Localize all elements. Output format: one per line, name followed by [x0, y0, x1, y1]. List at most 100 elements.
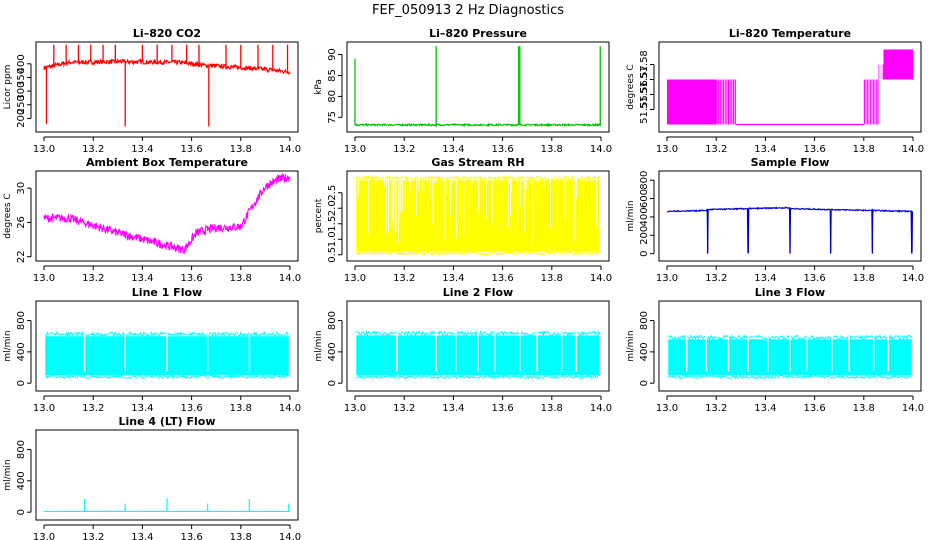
y-tick-label: 51.57	[639, 65, 650, 94]
figure-title: FEF_050913 2 Hz Diagnostics	[372, 3, 564, 18]
y-tick-label: 1.5	[327, 216, 338, 232]
y-tick-label: 800	[639, 311, 650, 330]
y-axis: 0 400 800	[327, 311, 343, 386]
x-tick-label: 14.0	[279, 403, 301, 414]
panel-title: Line 1 Flow	[132, 286, 202, 299]
series-line4	[43, 498, 291, 513]
y-tick-label: 0	[16, 509, 27, 515]
panel-title: Li–820 CO2	[133, 27, 201, 40]
y-tick-label: 600	[639, 189, 650, 208]
y-tick-label: 400	[639, 342, 650, 361]
series-line	[43, 57, 291, 75]
x-tick-label: 13.4	[442, 273, 464, 284]
y-tick-label: 30	[16, 182, 27, 195]
x-tick-label: 13.0	[656, 273, 678, 284]
y-tick-label: 800	[639, 171, 650, 190]
x-tick-label: 13.4	[754, 273, 776, 284]
y-tick-label: 800	[16, 440, 27, 459]
y-tick-label: 51.58	[639, 50, 650, 79]
series-co2	[43, 44, 291, 127]
x-tick-label: 13.2	[393, 403, 415, 414]
band-top	[355, 174, 600, 182]
x-tick-label: 14.0	[902, 273, 924, 284]
x-axis: 13.0 13.2 13.4 13.6 13.8 14.0	[33, 265, 301, 284]
y-axis-label: degrees C	[626, 64, 636, 109]
x-tick-label: 13.8	[541, 144, 563, 155]
x-tick-label: 13.0	[344, 273, 366, 284]
series-line1	[45, 330, 290, 380]
y-tick-label: 80	[327, 90, 338, 103]
y-axis-label: ml/min	[3, 459, 13, 490]
x-tick-label: 13.4	[442, 144, 464, 155]
plot-frame	[658, 41, 922, 133]
y-tick-label: 26	[16, 216, 27, 229]
series-line	[354, 122, 602, 128]
y-tick-label: 51.56	[639, 80, 650, 109]
y-axis: 0 400 800	[16, 311, 32, 386]
x-tick-label: 13.8	[541, 273, 563, 284]
plot-frame	[346, 41, 610, 133]
x-axis: 13.0 13.2 13.4 13.6 13.8 14.0	[656, 395, 924, 414]
x-tick-label: 13.2	[82, 532, 104, 540]
panel-line4: Line 4 (LT) Flow 13.0 13.2 13.4 13.6 13.8 14.0…	[3, 415, 301, 540]
y-tick-label: 1.0	[327, 231, 338, 247]
band-bottom	[355, 374, 600, 380]
y-axis-label: ml/min	[626, 200, 636, 231]
y-axis-label: ml/min	[314, 330, 324, 361]
series-sample_flow	[667, 206, 914, 254]
x-tick-label: 13.0	[656, 144, 678, 155]
y-axis-label: percent	[314, 198, 324, 233]
x-tick-label: 13.8	[853, 403, 875, 414]
x-tick-label: 13.6	[803, 144, 825, 155]
y-tick-label: 51.55	[639, 95, 650, 124]
x-tick-label: 13.8	[230, 144, 252, 155]
x-tick-label: 14.0	[279, 273, 301, 284]
panel-sample_flow: Sample Flow 13.0 13.2 13.4 13.6 13.8 14.0 0 2004…	[626, 156, 924, 284]
panel-title: Sample Flow	[751, 156, 830, 169]
y-tick-label: 2.0	[327, 200, 338, 216]
x-axis: 13.0 13.2 13.4 13.6 13.8 14.0	[656, 136, 924, 155]
x-axis: 13.0 13.2 13.4 13.6 13.8 14.0	[33, 395, 301, 414]
series-box_temp	[43, 172, 291, 255]
x-tick-label: 13.0	[656, 403, 678, 414]
x-tick-label: 13.6	[803, 273, 825, 284]
x-axis: 13.0 13.2 13.4 13.6 13.8 14.0	[344, 265, 612, 284]
x-tick-label: 13.0	[344, 144, 366, 155]
plot-frame	[35, 300, 299, 392]
x-tick-label: 13.2	[705, 144, 727, 155]
x-tick-label: 13.6	[180, 532, 202, 540]
series-line2	[355, 329, 601, 380]
x-tick-label: 13.6	[803, 403, 825, 414]
y-tick-label: 0.5	[327, 247, 338, 263]
series-line	[43, 172, 291, 255]
series-li_temp	[667, 49, 913, 126]
y-axis-label: ml/min	[3, 330, 13, 361]
y-tick-label: 800	[16, 311, 27, 330]
y-axis: 0 400 800	[639, 311, 655, 386]
x-tick-label: 13.4	[131, 403, 153, 414]
y-axis: 0 400 800	[16, 440, 32, 515]
x-tick-label: 14.0	[590, 403, 612, 414]
x-tick-label: 13.2	[82, 273, 104, 284]
x-tick-label: 13.8	[230, 273, 252, 284]
band-bottom	[355, 250, 600, 256]
x-tick-label: 13.8	[853, 144, 875, 155]
x-tick-label: 13.0	[33, 403, 55, 414]
y-tick-label: 400	[639, 207, 650, 226]
series-pressure	[354, 46, 602, 128]
y-tick-label: 0	[639, 250, 650, 256]
panel-title: Line 4 (LT) Flow	[119, 415, 216, 428]
x-axis: 13.0 13.2 13.4 13.6 13.8 14.0	[344, 395, 612, 414]
x-tick-label: 13.4	[442, 403, 464, 414]
y-tick-label: 400	[16, 471, 27, 490]
plot-frame	[35, 429, 299, 521]
x-tick-label: 13.2	[393, 273, 415, 284]
y-tick-label: 0	[639, 380, 650, 386]
panel-title: Li–820 Temperature	[729, 27, 851, 40]
panel-li_temp: Li–820 Temperature 13.0 13.2 13.4 13.6 13.8 14…	[626, 27, 924, 155]
panel-line3: Line 3 Flow 13.0 13.2 13.4 13.6 13.8 14.0 0 400 8…	[626, 286, 924, 414]
y-tick-label: 0	[327, 380, 338, 386]
y-tick-label: 22	[16, 250, 27, 263]
